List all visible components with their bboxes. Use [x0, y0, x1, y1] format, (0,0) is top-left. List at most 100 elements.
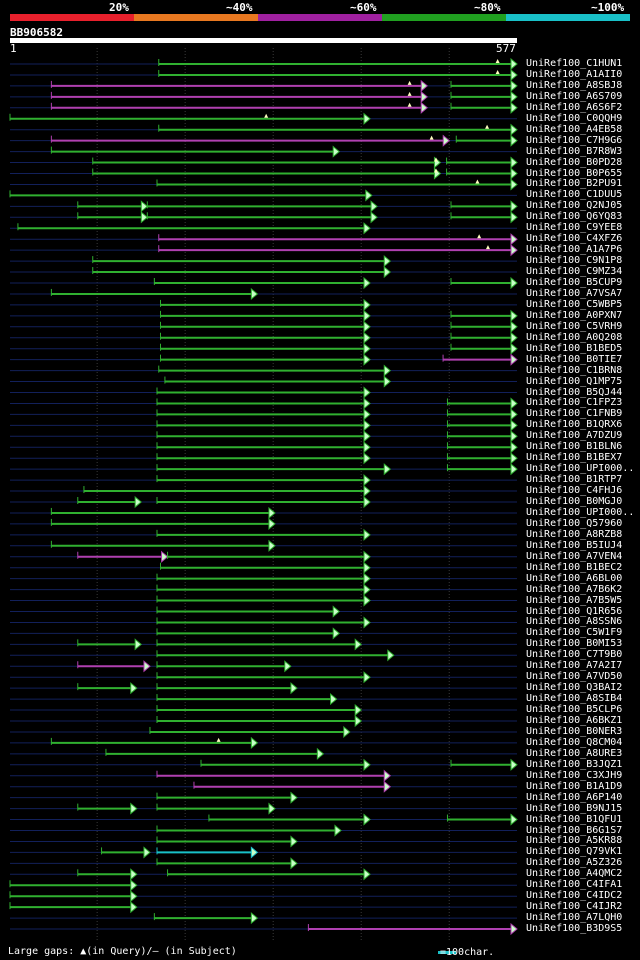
hit-name[interactable]: UniRef100_B1BEX7 [526, 452, 623, 464]
hit-name[interactable]: UniRef100_Q8CM04 [526, 736, 623, 748]
hit-name[interactable]: UniRef100_A6S709 [526, 90, 623, 102]
hsp-arrow [250, 846, 259, 859]
hit-name[interactable]: UniRef100_Q2NJ05 [526, 200, 623, 212]
hit-name[interactable]: UniRef100_B1QRX6 [526, 419, 623, 431]
hsp-arrow [363, 758, 371, 771]
hit-name[interactable]: UniRef100_A1A7P6 [526, 244, 623, 256]
hsp-arrow [442, 134, 451, 147]
hit-name[interactable]: UniRef100_C7H9G6 [526, 134, 623, 146]
hit-name[interactable]: UniRef100_B6G1S7 [526, 824, 623, 836]
hit-name[interactable]: UniRef100_C5W1F9 [526, 627, 623, 639]
hit-name[interactable]: UniRef100_C3XJH9 [526, 769, 623, 781]
query-ruler [10, 38, 517, 43]
hit-name[interactable]: UniRef100_A7B6K2 [526, 583, 623, 595]
hit-name[interactable]: UniRef100_A0PXN7 [526, 309, 623, 321]
hit-name[interactable]: UniRef100_Q1MP75 [526, 375, 623, 387]
hit-name[interactable]: UniRef100_B5QJ44 [526, 386, 623, 398]
hit-name[interactable]: UniRef100_A8SBJ8 [526, 79, 623, 91]
hit-name[interactable]: UniRef100_A4EB58 [526, 123, 623, 135]
hit-name[interactable]: UniRef100_B3JQZ1 [526, 758, 623, 770]
hit-name[interactable]: UniRef100_B0MGJ0 [526, 496, 623, 507]
hsp-arrow [510, 408, 518, 421]
hit-name[interactable]: UniRef100_A7B5W5 [526, 594, 623, 606]
hit-name[interactable]: UniRef100_C4IFA1 [526, 879, 623, 891]
hit-name[interactable]: UniRef100_B7R8W3 [526, 145, 623, 157]
hit-name[interactable]: UniRef100_B0MI53 [526, 638, 623, 650]
hit-name[interactable]: UniRef100_C9YEE8 [526, 222, 623, 234]
hsp-arrow [363, 320, 371, 333]
hit-name[interactable]: UniRef100_B1QFU1 [526, 813, 623, 825]
hit-name[interactable]: UniRef100_C0QQH9 [526, 112, 623, 124]
hit-name[interactable]: UniRef100_A6S6F2 [526, 101, 623, 113]
hit-name[interactable]: UniRef100_C1FNB9 [526, 408, 623, 420]
hit-name[interactable]: UniRef100_C4FHJ6 [526, 485, 623, 497]
hit-name[interactable]: UniRef100_Q6YQ83 [526, 211, 623, 223]
hit-name[interactable]: UniRef100_B0TIE7 [526, 353, 623, 365]
hit-name[interactable]: UniRef100_C4XFZ6 [526, 233, 623, 245]
hit-name[interactable]: UniRef100_Q79VK1 [526, 846, 623, 858]
hit-name[interactable]: UniRef100_A7VSA7 [526, 287, 623, 299]
hit-name[interactable]: UniRef100_B1BLN6 [526, 441, 623, 453]
hsp-arrow [354, 703, 362, 717]
hsp-arrow [383, 375, 392, 388]
hit-name[interactable]: UniRef100_C5VRH9 [526, 320, 623, 332]
hit-name[interactable]: UniRef100_B2PU91 [526, 178, 623, 190]
hit-name[interactable]: UniRef100_A6P140 [526, 791, 623, 803]
hit-name[interactable]: UniRef100_C1FPZ3 [526, 397, 623, 409]
hit-name[interactable]: UniRef100_B5IUJ4 [526, 539, 623, 551]
hsp-arrow [363, 813, 371, 826]
hit-name[interactable]: UniRef100_A7DZU9 [526, 430, 623, 442]
hsp-arrow [290, 857, 298, 870]
hsp-arrow [130, 682, 138, 695]
hit-name[interactable]: UniRef100_Q3BAI2 [526, 682, 623, 694]
hit-name[interactable]: UniRef100_B1BED5 [526, 342, 623, 354]
hit-name[interactable]: UniRef100_A7LQH0 [526, 912, 623, 924]
hit-name[interactable]: UniRef100_B3D9S5 [526, 923, 623, 935]
legend-bar-0 [10, 14, 134, 21]
hit-name[interactable]: UniRef100_A4QMC2 [526, 868, 623, 880]
hit-name[interactable]: UniRef100_A8RZB8 [526, 528, 623, 540]
hit-name[interactable]: UniRef100_B1RTP7 [526, 474, 623, 486]
hit-name[interactable]: UniRef100_Q1R656 [526, 605, 623, 617]
hit-name[interactable]: UniRef100_B0P655 [526, 167, 623, 179]
hit-name[interactable]: UniRef100_A6BKZ1 [526, 715, 623, 726]
hit-name[interactable]: UniRef100_B0NER3 [526, 725, 623, 737]
hit-name[interactable]: UniRef100_C1DUU5 [526, 189, 623, 201]
hsp-arrow [510, 758, 518, 771]
hit-name[interactable]: UniRef100_UPI000.. [526, 463, 635, 475]
hit-name[interactable]: UniRef100_A8SIB4 [526, 693, 623, 705]
hit-name[interactable]: UniRef100_C5WBP5 [526, 298, 623, 310]
hit-name[interactable]: UniRef100_A5Z326 [526, 857, 623, 869]
hsp-arrow [510, 90, 518, 103]
hit-name[interactable]: UniRef100_A7VD50 [526, 671, 623, 683]
hit-name[interactable]: UniRef100_B5CUP9 [526, 277, 623, 288]
hit-name[interactable]: UniRef100_A7VEN4 [526, 550, 623, 562]
hit-name[interactable]: UniRef100_C1BRN8 [526, 364, 623, 376]
hit-name[interactable]: UniRef100_A5KR88 [526, 835, 623, 847]
hit-name[interactable]: UniRef100_B9NJ15 [526, 802, 623, 814]
hit-name[interactable]: UniRef100_C9N1P8 [526, 255, 623, 267]
hit-name[interactable]: UniRef100_B1BEC2 [526, 561, 623, 573]
hit-name[interactable]: UniRef100_A1AII0 [526, 68, 623, 80]
hit-name[interactable]: UniRef100_C1HUN1 [526, 58, 623, 69]
hit-name[interactable]: UniRef100_A0Q208 [526, 331, 623, 343]
hit-name[interactable]: UniRef100_Q57960 [526, 517, 623, 529]
query-id: BB906582 [10, 26, 63, 39]
hit-name[interactable]: UniRef100_C9MZ34 [526, 266, 623, 278]
hit-name[interactable]: UniRef100_C4IDC2 [526, 890, 623, 902]
hsp-arrow [363, 222, 371, 235]
hit-name[interactable]: UniRef100_C4IJR2 [526, 901, 623, 913]
query-gap-marker [495, 59, 500, 63]
hit-name[interactable]: UniRef100_A8SSN6 [526, 616, 623, 628]
hit-name[interactable]: UniRef100_B0PD28 [526, 156, 623, 168]
hit-name[interactable]: UniRef100_A8URE3 [526, 747, 623, 759]
hsp-arrow [334, 824, 342, 837]
hit-name[interactable]: UniRef100_B1A1D9 [526, 780, 623, 792]
hit-name[interactable]: UniRef100_UPI000.. [526, 506, 635, 518]
legend-bar-4 [506, 14, 630, 21]
hit-name[interactable]: UniRef100_B5CLP6 [526, 704, 623, 716]
hit-name[interactable]: UniRef100_A7A2I7 [526, 660, 623, 672]
hsp-arrow [354, 638, 362, 651]
hit-name[interactable]: UniRef100_A6BL00 [526, 572, 623, 584]
hit-name[interactable]: UniRef100_C7T9B0 [526, 649, 623, 661]
